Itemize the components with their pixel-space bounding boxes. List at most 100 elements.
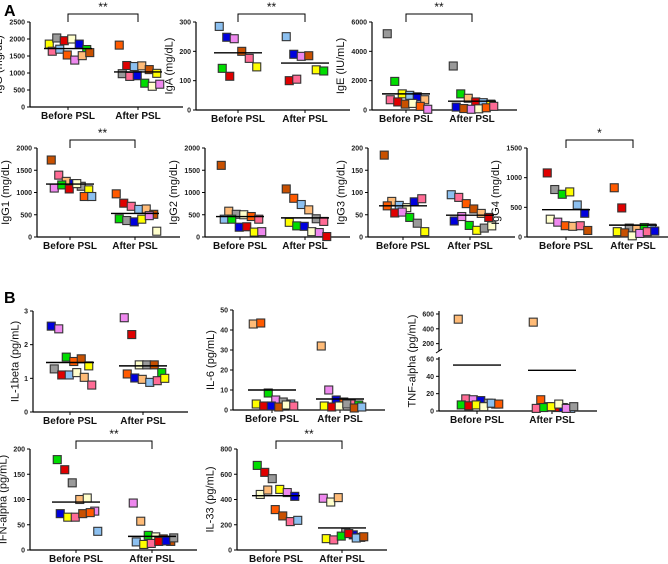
data-point	[70, 55, 80, 65]
significance-bracket	[405, 13, 473, 22]
y-tick-label: 40	[220, 328, 228, 335]
data-point	[255, 489, 265, 500]
data-point	[134, 204, 144, 214]
y-axis-label: TNF-alpha (pg/mL)	[407, 315, 419, 408]
y-tick-label: 60	[426, 357, 434, 364]
data-point	[152, 68, 162, 78]
data-point	[266, 401, 276, 411]
data-point	[69, 356, 79, 367]
x-tick-label: After PSL	[282, 241, 328, 252]
significance-bracket	[565, 139, 634, 148]
data-point	[72, 368, 82, 378]
data-point	[278, 511, 288, 521]
data-point	[456, 89, 466, 99]
x-tick-label: After PSL	[129, 554, 175, 564]
data-point	[137, 374, 147, 384]
data-point	[145, 377, 155, 387]
data-point	[390, 208, 400, 218]
significance-bracket	[69, 139, 136, 148]
data-point	[114, 214, 124, 224]
data-point	[46, 155, 56, 165]
data-point	[125, 71, 135, 81]
data-point	[476, 208, 486, 218]
y-tick-label: 200	[351, 146, 363, 153]
data-point	[311, 65, 321, 75]
data-point	[52, 455, 62, 465]
x-tick-label: Before PSL	[43, 416, 97, 427]
data-point	[60, 465, 70, 475]
data-point	[74, 39, 84, 49]
data-point	[609, 183, 619, 193]
data-point	[214, 21, 224, 31]
data-point	[635, 228, 645, 238]
data-point	[152, 376, 162, 386]
data-point	[423, 104, 433, 114]
y-axis-label: IgG (mg/dL)	[0, 35, 5, 94]
x-tick-label: After PSL	[120, 416, 166, 427]
data-point	[260, 467, 270, 477]
data-point	[111, 189, 121, 199]
data-point	[292, 221, 302, 231]
data-point	[474, 104, 484, 114]
data-point	[420, 227, 430, 237]
data-point	[85, 508, 95, 518]
y-tick-label: 2000	[16, 146, 32, 153]
data-point	[464, 401, 474, 411]
panel-il-6: 0 10 20 30 40 50 IL-6 (pg/mL) Before PSL After P…	[205, 308, 385, 425]
x-tick-label: Before PSL	[249, 554, 303, 564]
data-point	[344, 529, 354, 539]
data-point	[87, 191, 97, 202]
y-tick-label: 2000	[9, 37, 25, 44]
data-point	[379, 150, 389, 160]
data-point	[553, 217, 563, 227]
data-point	[129, 61, 139, 72]
x-tick-label: After PSL	[449, 114, 495, 125]
x-tick-label: After PSL	[317, 414, 363, 425]
data-point	[417, 194, 427, 204]
data-point	[349, 403, 359, 413]
x-tick-label: After PSL	[319, 554, 365, 564]
panel-igg4: 0 500 1000 1500 IgG4 (mg/dL) Before PSL After …	[490, 126, 668, 252]
y-tick-label: 6000	[351, 20, 367, 27]
data-point	[489, 101, 499, 111]
y-axis-label: IgG4 (mg/dL)	[490, 160, 502, 225]
x-tick-label: Before PSL	[41, 111, 95, 122]
data-point	[289, 193, 299, 203]
panel-iga: 0 100 200 300 IgA (mg/dL) Before PSL After PSL…	[164, 0, 350, 125]
y-tick-label: 300	[179, 20, 191, 27]
data-point	[487, 221, 497, 231]
data-point	[359, 532, 369, 542]
significance-bracket	[75, 440, 153, 449]
data-point	[322, 232, 332, 242]
y-tick-label: 200	[179, 49, 191, 56]
data-point	[251, 399, 261, 409]
y-tick-label: 1000	[184, 190, 200, 197]
data-point	[114, 40, 124, 50]
data-point	[139, 539, 149, 549]
data-point	[316, 341, 326, 351]
x-tick-label: After PSL	[447, 241, 493, 252]
data-point	[457, 211, 467, 222]
data-point	[304, 51, 314, 61]
data-point	[152, 226, 162, 236]
data-point	[400, 99, 410, 109]
data-point	[545, 214, 555, 224]
y-tick-label: 600	[422, 312, 434, 319]
data-point	[275, 484, 285, 494]
data-point	[144, 211, 154, 221]
y-tick-label: 30	[220, 348, 228, 355]
data-point	[137, 214, 147, 224]
y-tick-label: 0	[518, 235, 522, 242]
data-point	[390, 76, 400, 86]
data-point	[557, 189, 567, 199]
data-point	[239, 210, 249, 220]
data-point	[569, 402, 579, 412]
y-tick-label: 400	[422, 326, 434, 333]
data-point	[67, 478, 77, 488]
data-point	[237, 46, 247, 56]
data-point	[78, 509, 88, 519]
data-point	[409, 197, 419, 207]
data-point	[650, 226, 660, 236]
data-point	[296, 51, 306, 61]
